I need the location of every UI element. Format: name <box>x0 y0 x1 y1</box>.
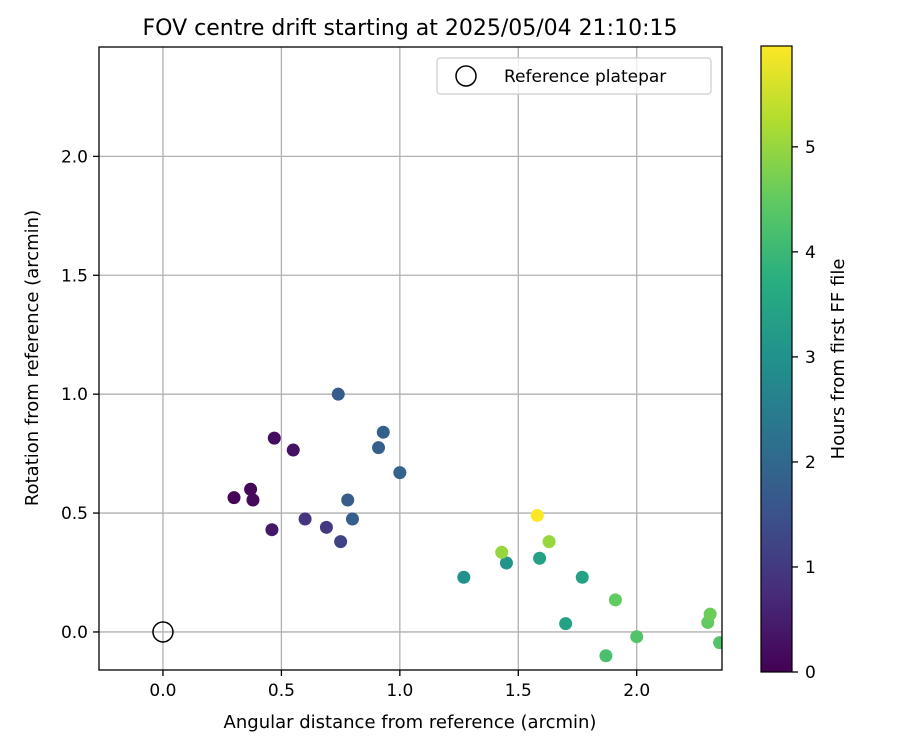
data-point <box>575 570 589 584</box>
data-point <box>341 493 355 507</box>
colorbar-tick-label: 1 <box>805 558 816 578</box>
x-tick-label: 1.0 <box>386 681 413 701</box>
data-point <box>457 570 471 584</box>
colorbar-tick-label: 5 <box>805 138 816 158</box>
data-point <box>393 466 407 480</box>
y-tick-label: 0.0 <box>61 623 88 643</box>
data-point <box>542 535 556 549</box>
data-point <box>227 491 241 505</box>
data-point <box>376 425 390 439</box>
y-tick-label: 1.0 <box>61 385 88 405</box>
colorbar-gradient <box>760 45 793 673</box>
data-points <box>227 387 722 663</box>
data-point <box>530 508 544 522</box>
data-point <box>703 607 717 621</box>
colorbar-tick-label: 0 <box>805 663 816 683</box>
data-point <box>533 551 547 565</box>
colorbar-tick-label: 3 <box>805 348 816 368</box>
data-point <box>334 535 348 549</box>
legend-marker-icon <box>455 65 477 87</box>
legend-entry-label: Reference platepar <box>504 67 666 87</box>
data-point <box>331 387 345 401</box>
y-tick-label: 2.0 <box>61 147 88 167</box>
reference-platepar-marker <box>152 621 174 643</box>
data-point <box>265 523 279 537</box>
x-tick-label: 0.5 <box>268 681 295 701</box>
data-point <box>499 556 513 570</box>
y-tick-label: 1.5 <box>61 266 88 286</box>
colorbar-tick-label: 2 <box>805 453 816 473</box>
data-point <box>286 443 300 457</box>
data-point <box>298 512 312 526</box>
x-tick-label: 0.0 <box>149 681 176 701</box>
data-point <box>559 617 573 631</box>
data-point <box>372 441 386 455</box>
plot-area-frame <box>98 46 723 671</box>
data-point <box>608 593 622 607</box>
data-point <box>319 520 333 534</box>
data-point <box>267 431 281 445</box>
y-tick-label: 0.5 <box>61 504 88 524</box>
x-axis-ticks: 0.0 0.5 1.0 1.5 2.0 <box>149 670 650 701</box>
y-axis-label: Rotation from reference (arcmin) <box>22 210 43 506</box>
data-point <box>244 482 258 496</box>
colorbar-tick-label: 4 <box>805 243 816 263</box>
x-axis-label: Angular distance from reference (arcmin) <box>224 712 597 733</box>
colorbar-label: Hours from first FF file <box>828 259 849 460</box>
data-point <box>495 545 509 559</box>
legend: Reference platepar <box>436 57 712 95</box>
grid <box>99 47 722 670</box>
data-point <box>246 493 260 507</box>
reference-marker-layer <box>152 621 174 643</box>
chart-title: FOV centre drift starting at 2025/05/04 … <box>143 16 678 41</box>
legend-box <box>436 57 712 95</box>
y-axis-ticks: 0.0 0.5 1.0 1.5 2.0 <box>61 147 99 643</box>
x-tick-label: 2.0 <box>623 681 650 701</box>
data-point <box>713 636 722 650</box>
colorbar-ticks: 0 1 2 3 4 5 <box>792 138 816 683</box>
colorbar: 0 1 2 3 4 5 Hours from first FF file <box>760 45 849 683</box>
data-point <box>630 630 644 644</box>
data-point <box>599 649 613 663</box>
data-point <box>345 512 359 526</box>
x-tick-label: 1.5 <box>505 681 532 701</box>
